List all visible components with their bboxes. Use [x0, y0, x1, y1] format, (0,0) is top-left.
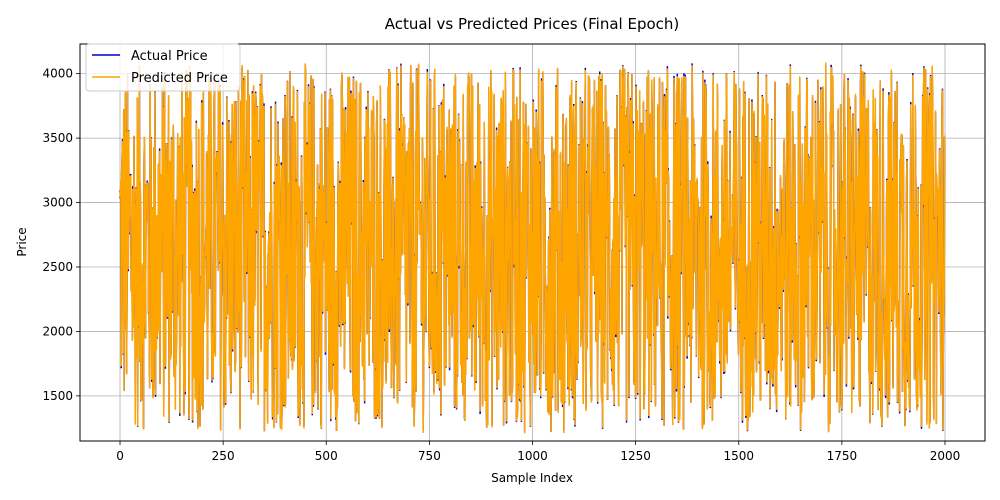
x-tick-label: 2000: [930, 449, 961, 463]
series-line-predicted-price: [119, 62, 946, 434]
x-tick-label: 1500: [723, 449, 754, 463]
chart-title: Actual vs Predicted Prices (Final Epoch): [385, 15, 680, 33]
y-tick-label: 1500: [42, 389, 73, 403]
y-axis-ticks: 1500 2000 2500 3000 3500 4000: [42, 67, 80, 403]
x-tick-label: 250: [212, 449, 235, 463]
x-tick-label: 1000: [517, 449, 548, 463]
series-layer: [119, 62, 946, 434]
y-tick-label: 4000: [42, 67, 73, 81]
legend-label-predicted-price: Predicted Price: [131, 71, 228, 86]
y-tick-label: 3500: [42, 131, 73, 145]
y-tick-label: 2000: [42, 324, 73, 338]
y-tick-label: 3000: [42, 196, 73, 210]
x-tick-label: 0: [116, 449, 124, 463]
x-tick-label: 750: [418, 449, 441, 463]
legend: Actual Price Predicted Price: [85, 43, 241, 92]
y-axis-label: Price: [15, 227, 29, 256]
legend-label-actual-price: Actual Price: [131, 49, 208, 64]
x-tick-label: 1250: [620, 449, 651, 463]
legend-box: [85, 43, 241, 92]
x-axis-ticks: 0 250 500 750 1000 1250 1500 1750 2000: [116, 441, 960, 463]
x-axis-label: Sample Index: [491, 471, 573, 485]
x-tick-label: 1750: [827, 449, 858, 463]
x-tick-label: 500: [315, 449, 338, 463]
y-tick-label: 2500: [42, 260, 73, 274]
